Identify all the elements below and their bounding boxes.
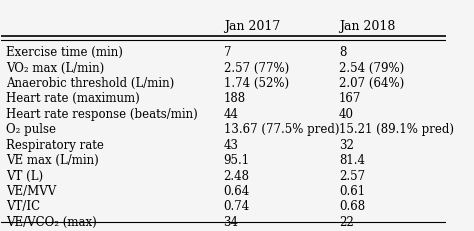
Text: Heart rate (maximum): Heart rate (maximum) bbox=[6, 92, 139, 105]
Text: 2.07 (64%): 2.07 (64%) bbox=[339, 77, 404, 90]
Text: 34: 34 bbox=[224, 215, 238, 228]
Text: 0.61: 0.61 bbox=[339, 184, 365, 197]
Text: 1.74 (52%): 1.74 (52%) bbox=[224, 77, 289, 90]
Text: VE max (L/min): VE max (L/min) bbox=[6, 153, 99, 167]
Text: Respiratory rate: Respiratory rate bbox=[6, 138, 104, 151]
Text: 2.57 (77%): 2.57 (77%) bbox=[224, 61, 289, 74]
Text: 8: 8 bbox=[339, 46, 346, 59]
Text: Anaerobic threshold (L/min): Anaerobic threshold (L/min) bbox=[6, 77, 174, 90]
Text: VT (L): VT (L) bbox=[6, 169, 43, 182]
Text: Exercise time (min): Exercise time (min) bbox=[6, 46, 123, 59]
Text: VE/VCO₂ (max): VE/VCO₂ (max) bbox=[6, 215, 97, 228]
Text: 0.64: 0.64 bbox=[224, 184, 250, 197]
Text: Jan 2017: Jan 2017 bbox=[224, 20, 280, 33]
Text: Jan 2018: Jan 2018 bbox=[339, 20, 395, 33]
Text: 188: 188 bbox=[224, 92, 246, 105]
Text: 15.21 (89.1% pred): 15.21 (89.1% pred) bbox=[339, 123, 454, 136]
Text: 95.1: 95.1 bbox=[224, 153, 250, 167]
Text: 2.54 (79%): 2.54 (79%) bbox=[339, 61, 404, 74]
Text: 44: 44 bbox=[224, 107, 238, 120]
Text: 22: 22 bbox=[339, 215, 354, 228]
Text: VT/IC: VT/IC bbox=[6, 200, 40, 213]
Text: 43: 43 bbox=[224, 138, 238, 151]
Text: 32: 32 bbox=[339, 138, 354, 151]
Text: VO₂ max (L/min): VO₂ max (L/min) bbox=[6, 61, 104, 74]
Text: 2.57: 2.57 bbox=[339, 169, 365, 182]
Text: 2.48: 2.48 bbox=[224, 169, 250, 182]
Text: VE/MVV: VE/MVV bbox=[6, 184, 56, 197]
Text: Heart rate response (beats/min): Heart rate response (beats/min) bbox=[6, 107, 198, 120]
Text: 167: 167 bbox=[339, 92, 362, 105]
Text: 13.67 (77.5% pred): 13.67 (77.5% pred) bbox=[224, 123, 339, 136]
Text: 0.68: 0.68 bbox=[339, 200, 365, 213]
Text: 0.74: 0.74 bbox=[224, 200, 250, 213]
Text: 40: 40 bbox=[339, 107, 354, 120]
Text: O₂ pulse: O₂ pulse bbox=[6, 123, 56, 136]
Text: 7: 7 bbox=[224, 46, 231, 59]
Text: 81.4: 81.4 bbox=[339, 153, 365, 167]
